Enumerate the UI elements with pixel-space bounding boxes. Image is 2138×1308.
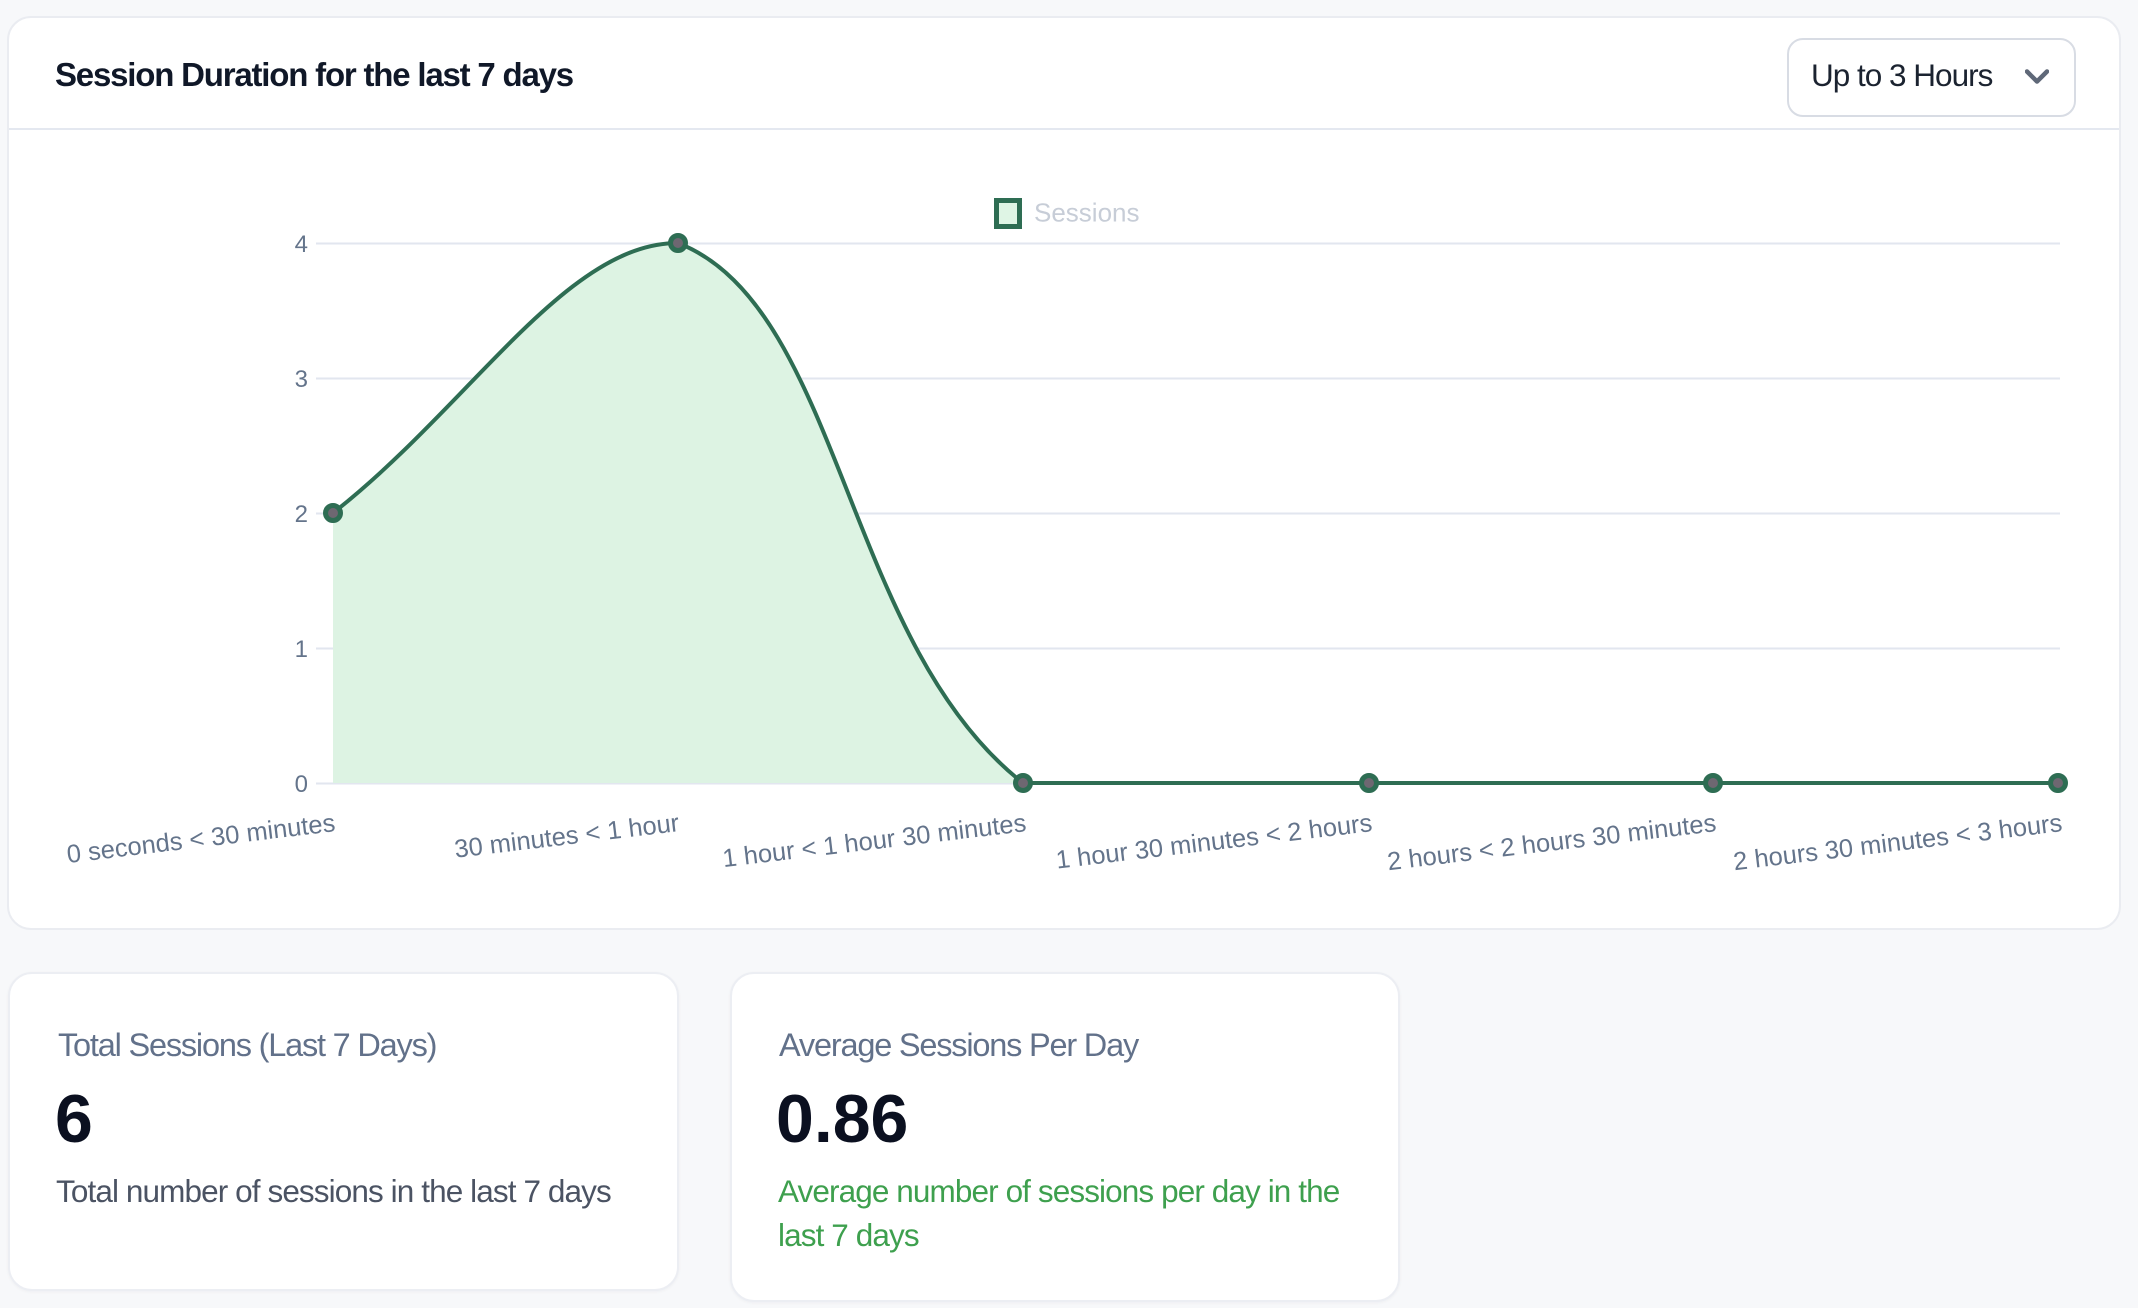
- svg-text:3: 3: [295, 366, 308, 393]
- svg-text:1: 1: [295, 636, 308, 663]
- svg-text:2 hours 30 minutes < 3 hours: 2 hours 30 minutes < 3 hours: [1732, 809, 2064, 876]
- svg-text:0 seconds < 30 minutes: 0 seconds < 30 minutes: [65, 809, 336, 869]
- svg-text:0: 0: [295, 771, 308, 798]
- svg-text:2: 2: [295, 501, 308, 528]
- svg-text:Sessions: Sessions: [1034, 198, 1140, 228]
- svg-text:1 hour 30 minutes < 2 hours: 1 hour 30 minutes < 2 hours: [1054, 809, 1373, 874]
- svg-text:30 minutes < 1 hour: 30 minutes < 1 hour: [453, 809, 681, 864]
- svg-text:1 hour < 1 hour 30 minutes: 1 hour < 1 hour 30 minutes: [721, 809, 1028, 873]
- svg-text:4: 4: [295, 231, 308, 258]
- svg-text:2 hours < 2 hours 30 minutes: 2 hours < 2 hours 30 minutes: [1386, 809, 1718, 876]
